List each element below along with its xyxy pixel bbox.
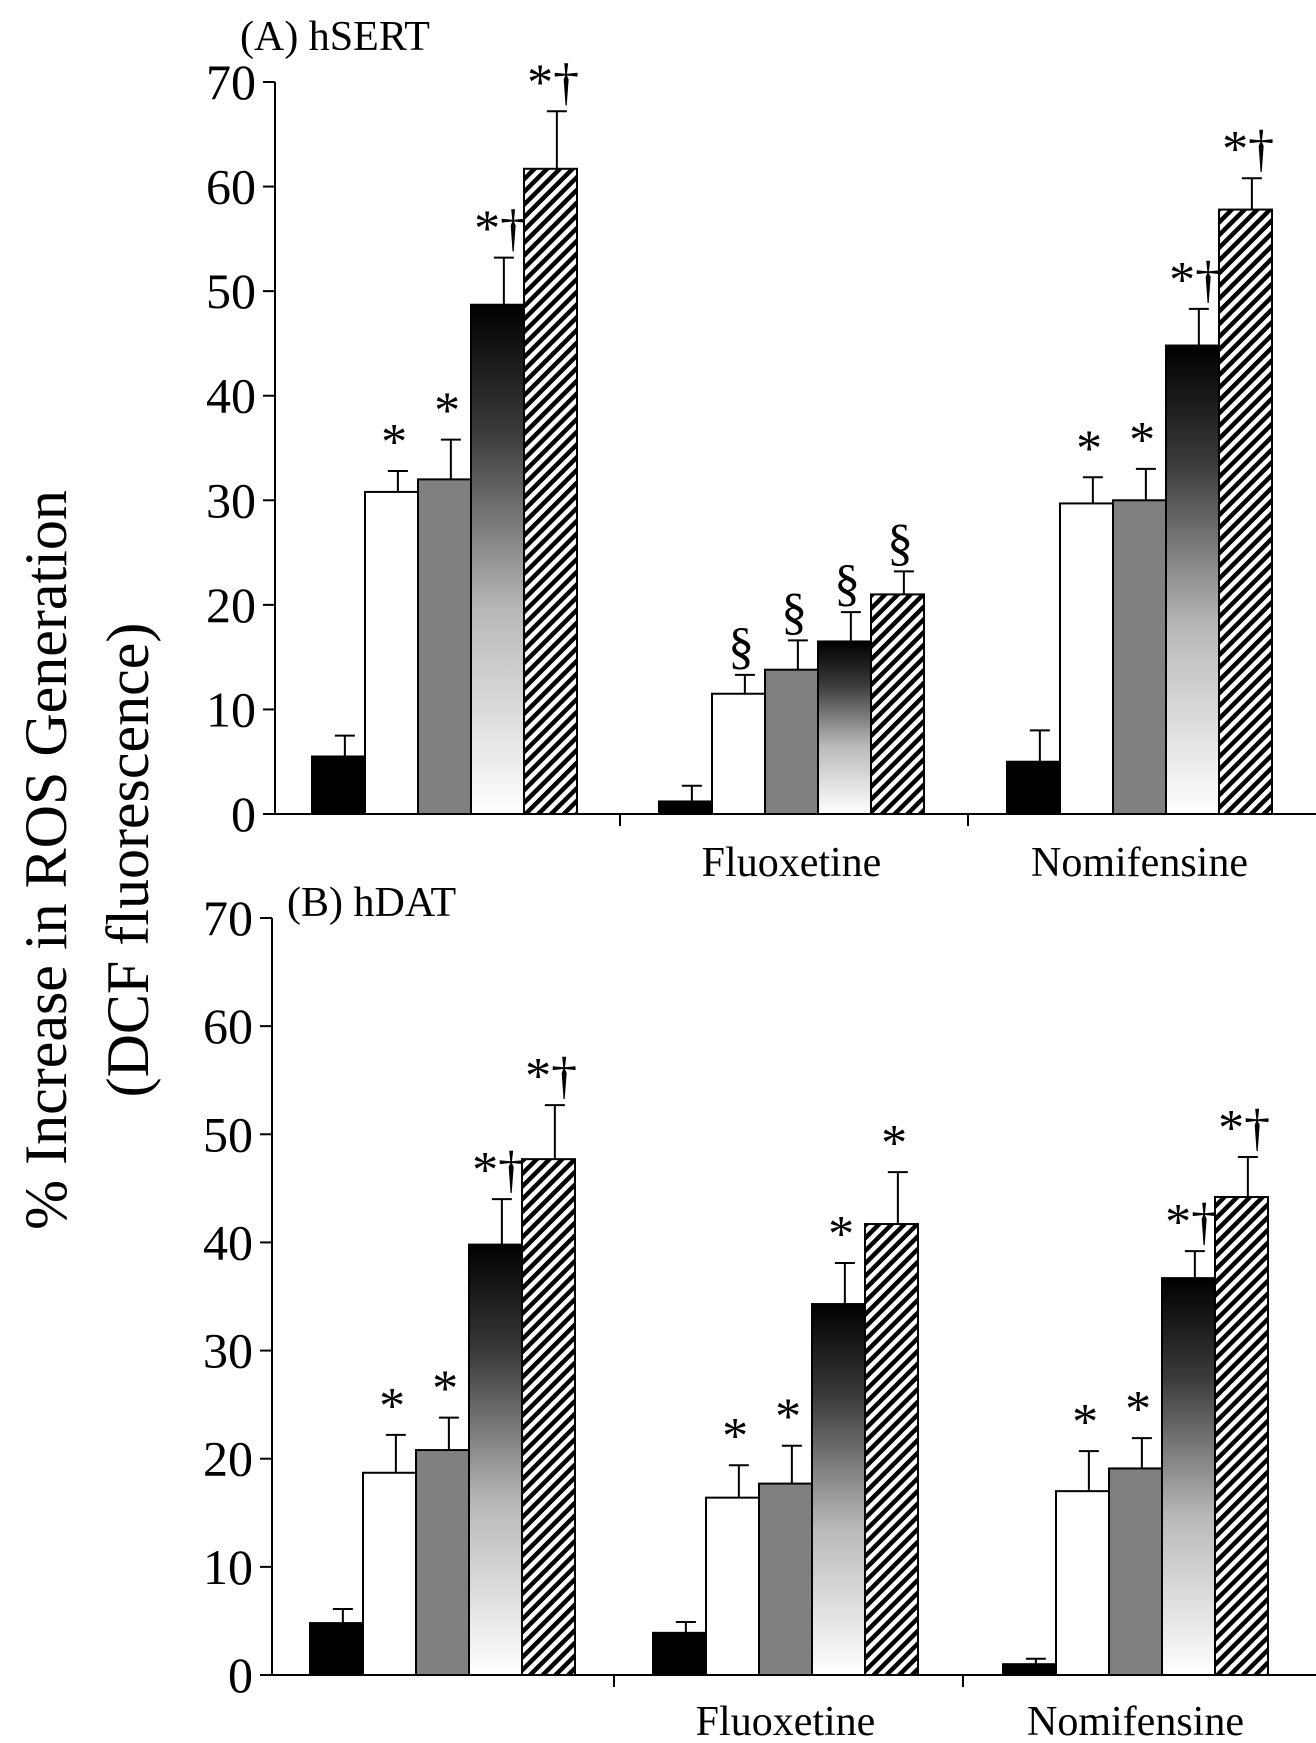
- bar: [658, 800, 713, 815]
- y-tick-label: 50: [206, 263, 256, 319]
- bar: [468, 1243, 523, 1676]
- y-tick-label: 70: [203, 890, 253, 946]
- bar: [417, 478, 472, 815]
- y-axis-label-line2: (DCF fluorescence): [95, 623, 161, 1098]
- bar: [864, 1223, 919, 1677]
- bar: [309, 1622, 364, 1677]
- y-axis-label-line1: % Increase in ROS Generation: [13, 490, 79, 1230]
- y-tick-label: 10: [203, 1539, 253, 1595]
- y-tick-label: 30: [206, 472, 256, 528]
- significance-marker: *: [828, 1206, 854, 1263]
- significance-marker: §: [834, 555, 860, 612]
- significance-marker: *: [434, 383, 460, 440]
- bar: [758, 1482, 813, 1677]
- group-label: Fluoxetine: [702, 840, 882, 886]
- significance-marker: §: [887, 514, 913, 571]
- y-tick-label: 30: [203, 1323, 253, 1379]
- panel-title: (A) hSERT: [240, 14, 430, 60]
- y-tick-label: 0: [228, 1647, 253, 1703]
- significance-marker: §: [728, 618, 754, 675]
- significance-marker: *: [379, 1378, 405, 1435]
- bar: [1006, 760, 1061, 816]
- significance-marker: *: [881, 1115, 907, 1172]
- y-tick-label: 60: [203, 998, 253, 1054]
- significance-marker: *: [1125, 1381, 1151, 1438]
- y-tick-label: 60: [206, 159, 256, 215]
- bar: [1108, 1467, 1163, 1676]
- y-axis-title: % Increase in ROS Generation (DCF fluore…: [13, 490, 161, 1230]
- bar: [652, 1631, 707, 1677]
- bar: [711, 692, 766, 815]
- bar: [1059, 502, 1114, 815]
- significance-marker: *: [381, 414, 407, 471]
- significance-marker: *†: [1169, 252, 1221, 309]
- bar: [870, 593, 925, 816]
- bar: [1161, 1277, 1216, 1676]
- significance-marker: *†: [1222, 121, 1274, 178]
- significance-marker: *: [432, 1361, 458, 1418]
- y-tick-label: 20: [203, 1431, 253, 1487]
- bar: [1112, 499, 1167, 815]
- significance-marker: *: [1072, 1394, 1098, 1451]
- panel-b: (B) hDAT 0 10 20 30 40 50 60 70 Fluoxetine Nomifen…: [203, 880, 1316, 1743]
- group-label: Nomifensine: [1027, 1699, 1244, 1743]
- significance-marker: *†: [1165, 1194, 1217, 1251]
- bar: [415, 1449, 470, 1677]
- bar: [705, 1496, 760, 1677]
- y-tick-label: 70: [206, 54, 256, 110]
- y-tick-label: 40: [203, 1214, 253, 1270]
- group-label: Nomifensine: [1031, 840, 1248, 886]
- bar: [364, 490, 419, 815]
- bar: [521, 1158, 576, 1676]
- significance-marker: *: [1129, 412, 1155, 469]
- y-tick-label: 0: [231, 786, 256, 842]
- bar: [362, 1471, 417, 1676]
- panel-title: (B) hDAT: [287, 880, 456, 926]
- bar: [817, 640, 872, 816]
- significance-marker: §: [781, 583, 807, 640]
- bar: [311, 755, 366, 816]
- significance-marker: *†: [1218, 1100, 1270, 1157]
- y-tick-label: 50: [203, 1106, 253, 1162]
- bar: [1002, 1663, 1057, 1676]
- bar: [764, 668, 819, 815]
- significance-marker: *†: [474, 201, 526, 258]
- significance-marker: *: [722, 1408, 748, 1465]
- bar: [1055, 1490, 1110, 1676]
- bar: [523, 167, 578, 815]
- bar: [811, 1303, 866, 1676]
- group-label: Fluoxetine: [696, 1699, 876, 1743]
- bar: [1165, 344, 1220, 815]
- bar: [1214, 1196, 1269, 1676]
- bar: [470, 303, 525, 815]
- bar: [1218, 208, 1273, 815]
- y-tick-label: 10: [206, 681, 256, 737]
- panel-a: (A) hSERT 0 10 20 30 40 50 60 70 Fluoxetine Nomife…: [206, 14, 1316, 886]
- significance-marker: *: [775, 1389, 801, 1446]
- y-tick-label: 20: [206, 577, 256, 633]
- y-tick-label: 40: [206, 368, 256, 424]
- significance-marker: *†: [525, 1048, 577, 1105]
- significance-marker: *†: [472, 1142, 524, 1199]
- significance-marker: *: [1076, 420, 1102, 477]
- significance-marker: *†: [527, 54, 579, 111]
